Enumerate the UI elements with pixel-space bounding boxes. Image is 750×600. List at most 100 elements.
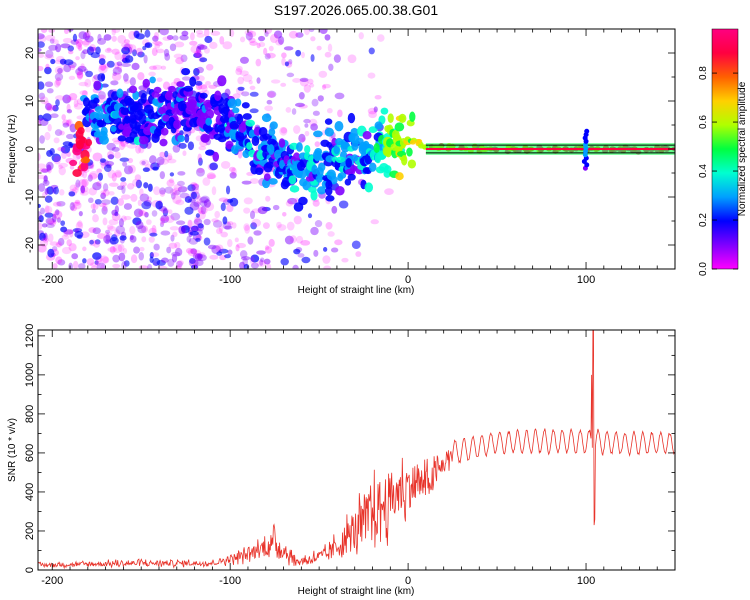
noise-blob <box>52 105 59 112</box>
noise-blob <box>129 234 134 241</box>
noise-blob <box>268 45 274 52</box>
noise-blob <box>325 222 333 230</box>
noise-blob <box>156 156 165 166</box>
noise-blob <box>128 164 136 174</box>
noise-blob <box>204 35 213 44</box>
ridge-blob <box>255 167 264 176</box>
noise-blob <box>367 72 376 79</box>
noise-blob <box>60 43 71 49</box>
noise-blob <box>181 226 186 234</box>
noise-blob <box>63 64 72 73</box>
noise-blob <box>38 243 47 253</box>
noise-blob <box>231 222 237 229</box>
noise-blob <box>196 253 203 260</box>
noise-blob <box>88 43 97 53</box>
ridge-blob <box>235 131 245 142</box>
noise-blob <box>121 46 131 55</box>
ridge-blob <box>368 162 377 172</box>
noise-blob <box>270 79 281 84</box>
noise-blob <box>181 76 191 81</box>
noise-blob <box>40 29 48 33</box>
noise-blob <box>91 208 97 214</box>
ridge-blob <box>225 140 234 150</box>
x-tick-label: -200 <box>41 274 63 286</box>
noise-blob <box>196 75 205 82</box>
noise-blob <box>297 253 305 258</box>
noise-blob <box>293 248 301 255</box>
noise-blob <box>70 39 80 45</box>
noise-blob <box>239 36 246 43</box>
noise-blob <box>44 212 54 218</box>
noise-blob <box>113 140 122 145</box>
noise-blob <box>68 262 73 269</box>
noise-blob <box>172 144 181 153</box>
noise-blob <box>84 35 94 43</box>
noise-blob <box>189 40 198 46</box>
noise-blob <box>304 130 310 137</box>
noise-blob <box>38 174 46 180</box>
noise-blob <box>66 133 75 140</box>
noise-blob <box>109 236 119 245</box>
noise-blob <box>53 210 63 219</box>
noise-blob <box>174 190 181 196</box>
noise-blob <box>266 52 276 59</box>
ridge-blob <box>318 162 326 172</box>
y-tick-label: 0 <box>24 567 36 573</box>
noise-blob <box>160 217 166 225</box>
noise-blob <box>111 35 117 42</box>
noise-blob <box>199 57 208 63</box>
noise-blob <box>173 184 183 192</box>
noise-blob <box>120 57 126 62</box>
noise-blob <box>186 235 192 243</box>
noise-blob <box>153 31 159 40</box>
ridge-blob <box>177 134 185 143</box>
noise-blob <box>134 174 142 182</box>
noise-blob <box>82 49 89 55</box>
noise-blob <box>49 220 57 227</box>
noise-blob <box>237 150 243 159</box>
noise-blob <box>75 221 84 230</box>
noise-blob <box>44 205 53 214</box>
noise-blob <box>162 208 169 217</box>
noise-blob <box>123 39 130 44</box>
noise-blob <box>322 255 331 264</box>
x-tick-label: 0 <box>405 575 411 587</box>
noise-blob <box>240 256 251 261</box>
ridge-blob <box>263 173 271 182</box>
noise-blob <box>90 203 96 210</box>
noise-blob <box>62 37 73 44</box>
noise-blob <box>135 47 143 56</box>
noise-blob <box>326 107 333 114</box>
noise-blob <box>181 225 190 234</box>
ridge-blob <box>222 106 231 115</box>
noise-blob <box>205 63 214 71</box>
noise-blob <box>288 30 299 39</box>
ridge-blob <box>313 130 323 138</box>
noise-blob <box>291 108 297 115</box>
noise-blob <box>236 242 247 249</box>
noise-blob <box>355 251 362 257</box>
ridge-blob <box>269 121 278 130</box>
noise-blob <box>61 151 67 159</box>
noise-blob <box>60 220 66 226</box>
noise-blob <box>111 48 120 55</box>
noise-blob <box>266 263 272 269</box>
noise-blob <box>75 41 82 49</box>
noise-blob <box>53 137 60 144</box>
noise-blob <box>250 222 257 230</box>
noise-blob <box>85 126 93 133</box>
noise-blob <box>114 211 119 217</box>
ridge-blob <box>201 134 210 143</box>
noise-blob <box>44 81 54 88</box>
noise-blob <box>92 252 102 260</box>
noise-blob <box>102 188 110 197</box>
y-tick-label: -20 <box>24 237 36 253</box>
y-tick-label: 10 <box>24 95 36 107</box>
ridge-blob <box>267 144 275 155</box>
glitch-blob <box>584 128 590 134</box>
noise-blob <box>157 265 168 269</box>
noise-blob <box>106 47 112 52</box>
